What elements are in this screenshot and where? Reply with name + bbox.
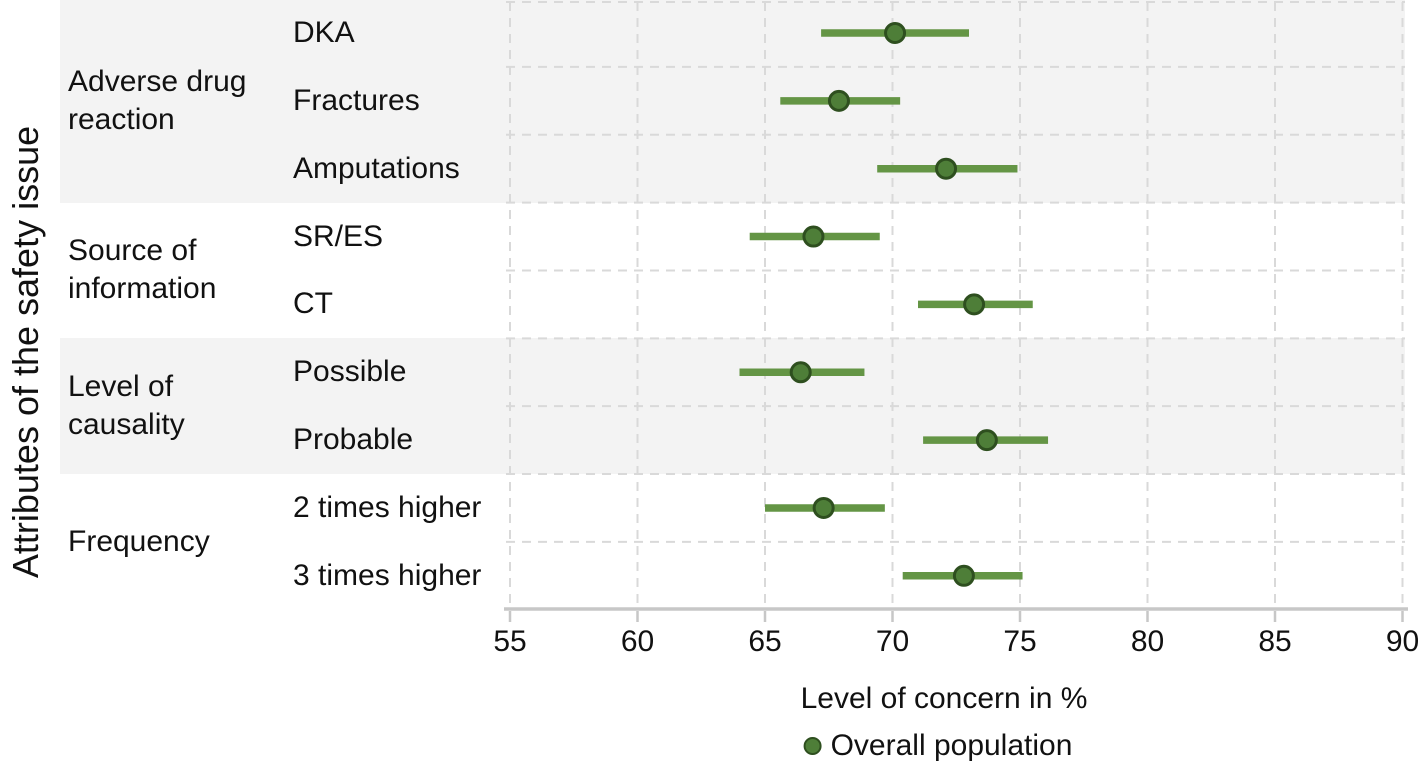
item-label: DKA xyxy=(293,16,355,49)
item-label: Amputations xyxy=(293,151,460,185)
item-label: SR/ES xyxy=(293,219,384,253)
item-label: Possible xyxy=(293,355,407,389)
x-tick-label: 60 xyxy=(620,625,655,658)
point-marker xyxy=(963,293,986,316)
x-tick-label: 90 xyxy=(1385,625,1419,658)
point-marker xyxy=(802,225,825,248)
group-band xyxy=(60,0,1405,203)
x-tick-label: 55 xyxy=(493,625,527,658)
group-label-line: information xyxy=(68,272,217,306)
x-tick-label: 65 xyxy=(748,625,782,658)
x-axis-title: Level of concern in % xyxy=(800,682,1088,715)
group-label: Adverse drug reaction xyxy=(68,63,246,139)
group-label-line: reaction xyxy=(68,103,175,137)
point-marker xyxy=(975,429,998,452)
x-tick-label: 80 xyxy=(1130,625,1165,658)
legend-marker-icon xyxy=(803,737,822,755)
item-label: CT xyxy=(293,287,333,321)
legend: Overall population xyxy=(803,729,1073,763)
item-label: 2 times higher xyxy=(293,490,482,524)
group-label: Frequency xyxy=(68,523,210,561)
x-tick-label: 85 xyxy=(1258,625,1292,658)
group-label-line: Level of xyxy=(68,370,174,404)
point-marker xyxy=(952,564,975,587)
group-label-line: Source of xyxy=(68,234,197,268)
group-label-line: Frequency xyxy=(68,525,210,558)
point-marker xyxy=(884,22,907,44)
item-label: Fractures xyxy=(293,83,420,117)
point-marker xyxy=(935,157,958,180)
group-label: Source of information xyxy=(68,232,216,308)
group-label-line: causality xyxy=(68,408,185,442)
x-tick-label: 75 xyxy=(1003,625,1037,658)
x-tick-label: 70 xyxy=(875,625,910,658)
point-marker xyxy=(812,496,835,519)
point-marker xyxy=(827,89,850,112)
item-label: 3 times higher xyxy=(293,558,482,592)
group-label: Level of causality xyxy=(68,368,185,444)
group-label-line: Adverse drug xyxy=(68,65,247,99)
item-label: Probable xyxy=(293,423,414,457)
point-marker xyxy=(789,361,812,384)
legend-label: Overall population xyxy=(830,729,1073,762)
